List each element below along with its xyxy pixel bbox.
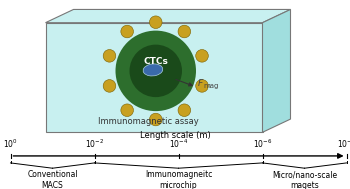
Ellipse shape (103, 80, 116, 92)
Ellipse shape (121, 25, 133, 38)
Text: $10^{0}$: $10^{0}$ (3, 138, 18, 150)
Ellipse shape (143, 64, 163, 76)
Text: Immunomagnetic assay: Immunomagnetic assay (98, 117, 199, 126)
Text: $10^{-2}$: $10^{-2}$ (85, 138, 104, 150)
Ellipse shape (116, 31, 196, 111)
Text: $10^{-4}$: $10^{-4}$ (169, 138, 188, 150)
Text: mag: mag (204, 83, 219, 89)
Text: Micro/nano-scale
magets: Micro/nano-scale magets (272, 170, 337, 189)
Ellipse shape (178, 104, 191, 117)
Ellipse shape (149, 16, 162, 29)
Text: $10^{-9}$: $10^{-9}$ (337, 138, 350, 150)
Text: Immunomagneitc
microchip: Immunomagneitc microchip (145, 170, 212, 189)
Polygon shape (46, 9, 290, 23)
Ellipse shape (103, 50, 116, 62)
Polygon shape (262, 9, 290, 132)
Text: CTCs: CTCs (143, 57, 168, 66)
Ellipse shape (149, 113, 162, 126)
Text: Conventional
MACS: Conventional MACS (27, 170, 78, 189)
Ellipse shape (121, 104, 133, 117)
Ellipse shape (196, 80, 208, 92)
Text: Length scale (m): Length scale (m) (140, 131, 210, 140)
Text: F: F (198, 79, 203, 88)
FancyBboxPatch shape (46, 23, 262, 132)
Ellipse shape (130, 45, 182, 97)
Text: $10^{-6}$: $10^{-6}$ (253, 138, 272, 150)
Ellipse shape (178, 25, 191, 38)
Ellipse shape (196, 50, 208, 62)
